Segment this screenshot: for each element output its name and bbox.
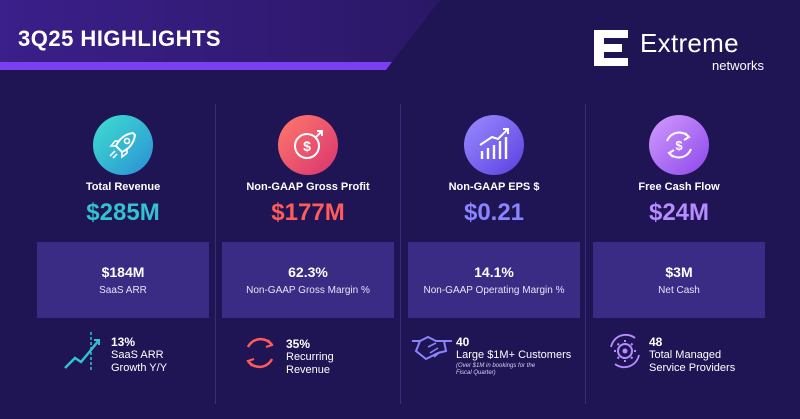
- box-value: 62.3%: [288, 264, 328, 280]
- metric-column-eps: Non-GAAP EPS $ $0.21 14.1% Non-GAAP Oper…: [408, 105, 580, 405]
- rocket-icon: [93, 115, 153, 175]
- metric-label: Total Revenue: [85, 181, 161, 193]
- gear-cycle-icon: [610, 333, 640, 369]
- metric-label: Free Cash Flow: [638, 181, 720, 193]
- growth-chart-icon: [64, 332, 100, 372]
- metric-column-revenue: Total Revenue $285M $184M SaaS ARR 13% S…: [37, 105, 209, 405]
- metric-box: 14.1% Non-GAAP Operating Margin %: [408, 242, 580, 318]
- stat-text-line: Recurring: [286, 351, 334, 363]
- metric-box: $184M SaaS ARR: [37, 242, 209, 318]
- dollar-arrow-icon: $: [278, 115, 338, 175]
- column-divider: [400, 104, 401, 404]
- box-label: SaaS ARR: [99, 285, 147, 296]
- metric-box: $3M Net Cash: [593, 242, 765, 318]
- box-value: $184M: [101, 264, 145, 280]
- svg-text:$: $: [675, 138, 683, 153]
- stat-text-line: Revenue: [286, 364, 331, 376]
- logo-subtext: networks: [712, 58, 765, 73]
- cycle-dollar-icon: $: [649, 115, 709, 175]
- bar-growth-icon: [464, 115, 524, 175]
- metric-column-cash-flow: $ Free Cash Flow $24M $3M Net Cash 48 To…: [593, 105, 765, 405]
- svg-text:$: $: [303, 138, 311, 154]
- stat-text-line: Large $1M+ Customers: [456, 349, 572, 361]
- box-label: Net Cash: [658, 285, 700, 296]
- stat-value: 13%: [111, 335, 136, 349]
- metric-column-gross-profit: $ Non-GAAP Gross Profit $177M 62.3% Non-…: [222, 105, 394, 405]
- metric-value: $177M: [271, 199, 345, 226]
- box-value: $3M: [665, 264, 693, 280]
- metric-value: $285M: [86, 199, 160, 226]
- extreme-e-icon: [594, 30, 628, 66]
- stat-text-line: Total Managed: [649, 349, 722, 361]
- stat-text-line: SaaS ARR: [111, 349, 164, 361]
- page-title: 3Q25 HIGHLIGHTS: [18, 26, 222, 51]
- stat-value: 40: [456, 335, 470, 349]
- metric-label: Non-GAAP EPS $: [448, 181, 540, 193]
- header-banner: 3Q25 HIGHLIGHTS Extreme networks: [0, 0, 800, 78]
- metric-label: Non-GAAP Gross Profit: [246, 181, 370, 193]
- stat-value: 35%: [286, 337, 311, 351]
- stat-value: 48: [649, 335, 663, 349]
- metric-box: 62.3% Non-GAAP Gross Margin %: [222, 242, 394, 318]
- box-label: Non-GAAP Operating Margin %: [423, 285, 565, 296]
- logo-wordmark: Extreme: [640, 28, 739, 58]
- stat-note-line: (Over $1M in bookings for the: [456, 363, 536, 369]
- stat-text-line: Growth Y/Y: [111, 362, 168, 374]
- column-divider: [585, 104, 586, 404]
- column-divider: [215, 104, 216, 404]
- recurring-arrows-icon: [246, 337, 274, 369]
- company-logo: Extreme networks: [592, 26, 782, 74]
- box-label: Non-GAAP Gross Margin %: [246, 285, 370, 296]
- handshake-icon: [412, 335, 452, 361]
- stat-note-line: Fiscal Quarter): [456, 370, 496, 376]
- metric-value: $24M: [648, 199, 710, 226]
- box-value: 14.1%: [474, 264, 514, 280]
- banner-shape: [0, 0, 440, 70]
- stat-text-line: Service Providers: [649, 362, 736, 374]
- metric-value: $0.21: [463, 199, 525, 226]
